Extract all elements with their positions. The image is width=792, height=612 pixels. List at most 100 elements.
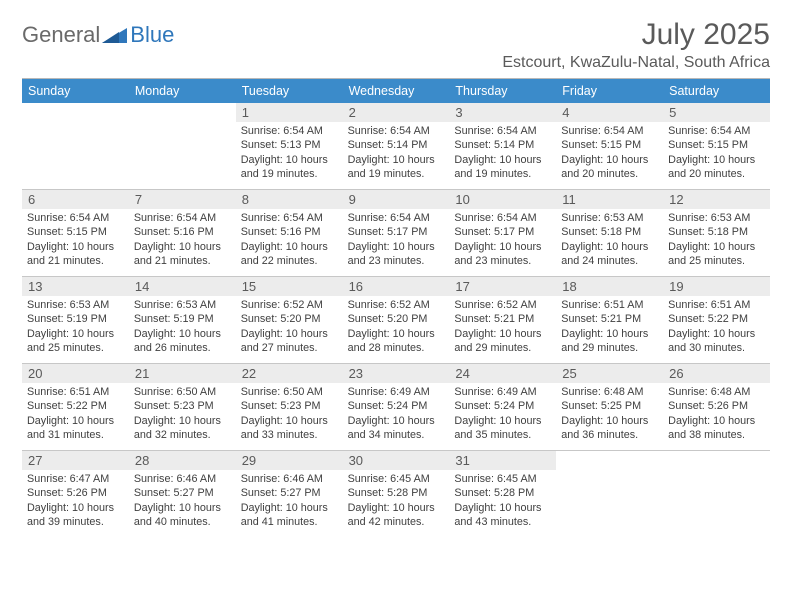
sunrise-line: Sunrise: 6:50 AM xyxy=(241,385,338,399)
day-number: 2 xyxy=(349,105,444,120)
day-number: 31 xyxy=(455,453,550,468)
calendar-day-cell: 6Sunrise: 6:54 AMSunset: 5:15 PMDaylight… xyxy=(22,190,129,276)
sunset-line: Sunset: 5:24 PM xyxy=(348,399,445,413)
calendar-day-cell: 5Sunrise: 6:54 AMSunset: 5:15 PMDaylight… xyxy=(663,103,770,189)
calendar-day-cell: 9Sunrise: 6:54 AMSunset: 5:17 PMDaylight… xyxy=(343,190,450,276)
calendar-empty-cell xyxy=(22,103,129,189)
sunrise-line: Sunrise: 6:53 AM xyxy=(27,298,124,312)
sunrise-line: Sunrise: 6:53 AM xyxy=(561,211,658,225)
sunrise-line: Sunrise: 6:52 AM xyxy=(241,298,338,312)
sunrise-line: Sunrise: 6:50 AM xyxy=(134,385,231,399)
day-number: 6 xyxy=(28,192,123,207)
sunrise-line: Sunrise: 6:54 AM xyxy=(27,211,124,225)
day-number: 24 xyxy=(455,366,550,381)
calendar-day-cell: 2Sunrise: 6:54 AMSunset: 5:14 PMDaylight… xyxy=(343,103,450,189)
sunrise-line: Sunrise: 6:45 AM xyxy=(348,472,445,486)
day-number-bar: 4 xyxy=(556,103,663,122)
day-number: 15 xyxy=(242,279,337,294)
day-of-week-header: Sunday Monday Tuesday Wednesday Thursday… xyxy=(22,79,770,103)
brand-word-2: Blue xyxy=(130,22,174,48)
location-subtitle: Estcourt, KwaZulu-Natal, South Africa xyxy=(502,54,770,72)
sunrise-line: Sunrise: 6:52 AM xyxy=(348,298,445,312)
day-number-bar: 26 xyxy=(663,364,770,383)
sunrise-line: Sunrise: 6:54 AM xyxy=(668,124,765,138)
calendar-empty-cell xyxy=(556,451,663,537)
daylight-line: Daylight: 10 hours and 23 minutes. xyxy=(348,240,445,269)
daylight-line: Daylight: 10 hours and 34 minutes. xyxy=(348,414,445,443)
sunrise-line: Sunrise: 6:51 AM xyxy=(27,385,124,399)
calendar-day-cell: 30Sunrise: 6:45 AMSunset: 5:28 PMDayligh… xyxy=(343,451,450,537)
brand-logo: General Blue xyxy=(22,18,174,48)
day-number-bar: 20 xyxy=(22,364,129,383)
sunset-line: Sunset: 5:19 PM xyxy=(27,312,124,326)
day-number-bar: 5 xyxy=(663,103,770,122)
day-number: 29 xyxy=(242,453,337,468)
calendar-day-cell: 8Sunrise: 6:54 AMSunset: 5:16 PMDaylight… xyxy=(236,190,343,276)
day-number: 18 xyxy=(562,279,657,294)
sunset-line: Sunset: 5:27 PM xyxy=(241,486,338,500)
daylight-line: Daylight: 10 hours and 38 minutes. xyxy=(668,414,765,443)
sunrise-line: Sunrise: 6:53 AM xyxy=(668,211,765,225)
sunset-line: Sunset: 5:19 PM xyxy=(134,312,231,326)
daylight-line: Daylight: 10 hours and 19 minutes. xyxy=(454,153,551,182)
day-number-bar: 12 xyxy=(663,190,770,209)
day-number-bar: 21 xyxy=(129,364,236,383)
day-number: 1 xyxy=(242,105,337,120)
calendar-day-cell: 23Sunrise: 6:49 AMSunset: 5:24 PMDayligh… xyxy=(343,364,450,450)
dow-wednesday: Wednesday xyxy=(343,79,450,103)
sunrise-line: Sunrise: 6:48 AM xyxy=(561,385,658,399)
calendar-day-cell: 16Sunrise: 6:52 AMSunset: 5:20 PMDayligh… xyxy=(343,277,450,363)
day-number-bar: 1 xyxy=(236,103,343,122)
day-number-bar: 9 xyxy=(343,190,450,209)
day-number: 11 xyxy=(562,192,657,207)
daylight-line: Daylight: 10 hours and 26 minutes. xyxy=(134,327,231,356)
brand-word-1: General xyxy=(22,22,100,48)
sunset-line: Sunset: 5:28 PM xyxy=(454,486,551,500)
sunrise-line: Sunrise: 6:54 AM xyxy=(348,211,445,225)
sunrise-line: Sunrise: 6:54 AM xyxy=(241,124,338,138)
daylight-line: Daylight: 10 hours and 36 minutes. xyxy=(561,414,658,443)
day-number-bar: 28 xyxy=(129,451,236,470)
sunrise-line: Sunrise: 6:54 AM xyxy=(241,211,338,225)
sunrise-line: Sunrise: 6:54 AM xyxy=(561,124,658,138)
day-number: 12 xyxy=(669,192,764,207)
sunset-line: Sunset: 5:21 PM xyxy=(454,312,551,326)
daylight-line: Daylight: 10 hours and 35 minutes. xyxy=(454,414,551,443)
sunrise-line: Sunrise: 6:52 AM xyxy=(454,298,551,312)
day-number: 26 xyxy=(669,366,764,381)
sunset-line: Sunset: 5:23 PM xyxy=(241,399,338,413)
day-number: 25 xyxy=(562,366,657,381)
calendar-day-cell: 31Sunrise: 6:45 AMSunset: 5:28 PMDayligh… xyxy=(449,451,556,537)
calendar-week-row: 20Sunrise: 6:51 AMSunset: 5:22 PMDayligh… xyxy=(22,363,770,450)
daylight-line: Daylight: 10 hours and 29 minutes. xyxy=(561,327,658,356)
daylight-line: Daylight: 10 hours and 22 minutes. xyxy=(241,240,338,269)
daylight-line: Daylight: 10 hours and 19 minutes. xyxy=(348,153,445,182)
sunrise-line: Sunrise: 6:51 AM xyxy=(561,298,658,312)
sunset-line: Sunset: 5:27 PM xyxy=(134,486,231,500)
calendar-day-cell: 26Sunrise: 6:48 AMSunset: 5:26 PMDayligh… xyxy=(663,364,770,450)
dow-saturday: Saturday xyxy=(663,79,770,103)
day-number: 16 xyxy=(349,279,444,294)
calendar-day-cell: 19Sunrise: 6:51 AMSunset: 5:22 PMDayligh… xyxy=(663,277,770,363)
dow-monday: Monday xyxy=(129,79,236,103)
sunset-line: Sunset: 5:13 PM xyxy=(241,138,338,152)
day-number-bar: 8 xyxy=(236,190,343,209)
calendar-day-cell: 29Sunrise: 6:46 AMSunset: 5:27 PMDayligh… xyxy=(236,451,343,537)
day-number-bar: 16 xyxy=(343,277,450,296)
sunset-line: Sunset: 5:17 PM xyxy=(454,225,551,239)
daylight-line: Daylight: 10 hours and 21 minutes. xyxy=(27,240,124,269)
day-number: 28 xyxy=(135,453,230,468)
calendar-day-cell: 13Sunrise: 6:53 AMSunset: 5:19 PMDayligh… xyxy=(22,277,129,363)
day-number: 21 xyxy=(135,366,230,381)
calendar-day-cell: 10Sunrise: 6:54 AMSunset: 5:17 PMDayligh… xyxy=(449,190,556,276)
dow-tuesday: Tuesday xyxy=(236,79,343,103)
calendar-day-cell: 7Sunrise: 6:54 AMSunset: 5:16 PMDaylight… xyxy=(129,190,236,276)
day-number: 17 xyxy=(455,279,550,294)
day-number-bar: 14 xyxy=(129,277,236,296)
day-number-bar: 3 xyxy=(449,103,556,122)
calendar-day-cell: 4Sunrise: 6:54 AMSunset: 5:15 PMDaylight… xyxy=(556,103,663,189)
daylight-line: Daylight: 10 hours and 27 minutes. xyxy=(241,327,338,356)
day-number-bar: 11 xyxy=(556,190,663,209)
sunset-line: Sunset: 5:14 PM xyxy=(348,138,445,152)
day-number-bar: 27 xyxy=(22,451,129,470)
